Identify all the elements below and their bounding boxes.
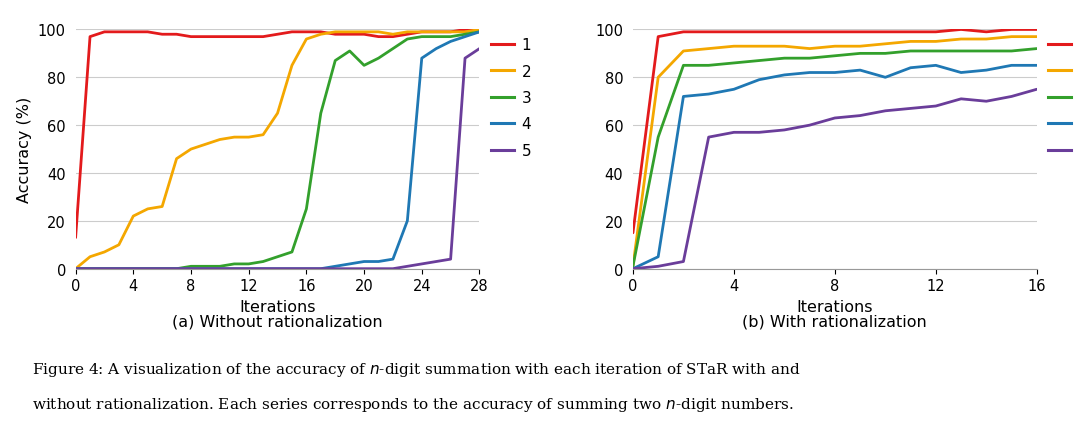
Text: (b) With rationalization: (b) With rationalization bbox=[742, 314, 928, 329]
Text: Figure 4: A visualization of the accuracy of $n$-digit summation with each itera: Figure 4: A visualization of the accurac… bbox=[32, 360, 801, 378]
X-axis label: Iterations: Iterations bbox=[797, 299, 873, 314]
Text: without rationalization. Each series corresponds to the accuracy of summing two : without rationalization. Each series cor… bbox=[32, 395, 795, 413]
Y-axis label: Accuracy (%): Accuracy (%) bbox=[17, 97, 32, 203]
Legend: 1, 2, 3, 4, 5: 1, 2, 3, 4, 5 bbox=[491, 38, 531, 158]
Legend: 1, 2, 3, 4, 5: 1, 2, 3, 4, 5 bbox=[1049, 38, 1080, 158]
Text: (a) Without rationalization: (a) Without rationalization bbox=[172, 314, 382, 329]
X-axis label: Iterations: Iterations bbox=[240, 299, 315, 314]
